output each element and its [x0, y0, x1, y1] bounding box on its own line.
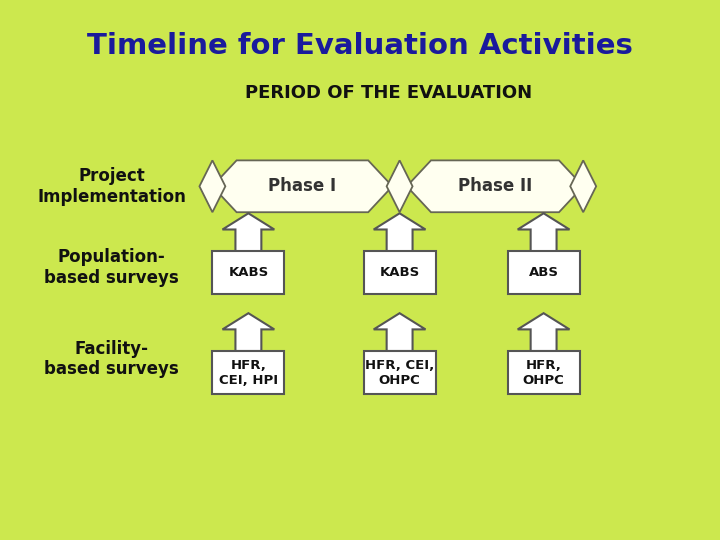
Text: Timeline for Evaluation Activities: Timeline for Evaluation Activities [87, 32, 633, 60]
Text: Facility-
based surveys: Facility- based surveys [44, 340, 179, 379]
Polygon shape [387, 160, 413, 212]
Polygon shape [374, 313, 426, 351]
Polygon shape [222, 213, 274, 251]
Text: HFR, CEI,
OHPC: HFR, CEI, OHPC [365, 359, 434, 387]
Polygon shape [518, 213, 570, 251]
Text: ABS: ABS [528, 266, 559, 279]
Text: Project
Implementation: Project Implementation [37, 167, 186, 206]
FancyBboxPatch shape [508, 251, 580, 294]
Polygon shape [222, 313, 274, 351]
Text: Phase I: Phase I [269, 177, 336, 195]
FancyBboxPatch shape [364, 251, 436, 294]
Polygon shape [407, 160, 583, 212]
Text: KABS: KABS [228, 266, 269, 279]
Text: HFR,
CEI, HPI: HFR, CEI, HPI [219, 359, 278, 387]
Polygon shape [212, 160, 392, 212]
FancyBboxPatch shape [212, 351, 284, 394]
Text: Phase II: Phase II [458, 177, 532, 195]
Text: KABS: KABS [379, 266, 420, 279]
Polygon shape [518, 313, 570, 351]
Text: Population-
based surveys: Population- based surveys [44, 248, 179, 287]
Text: HFR,
OHPC: HFR, OHPC [523, 359, 564, 387]
FancyBboxPatch shape [364, 351, 436, 394]
FancyBboxPatch shape [212, 251, 284, 294]
FancyBboxPatch shape [508, 351, 580, 394]
Polygon shape [570, 160, 596, 212]
Polygon shape [199, 160, 225, 212]
Text: PERIOD OF THE EVALUATION: PERIOD OF THE EVALUATION [246, 84, 532, 102]
Polygon shape [374, 213, 426, 251]
